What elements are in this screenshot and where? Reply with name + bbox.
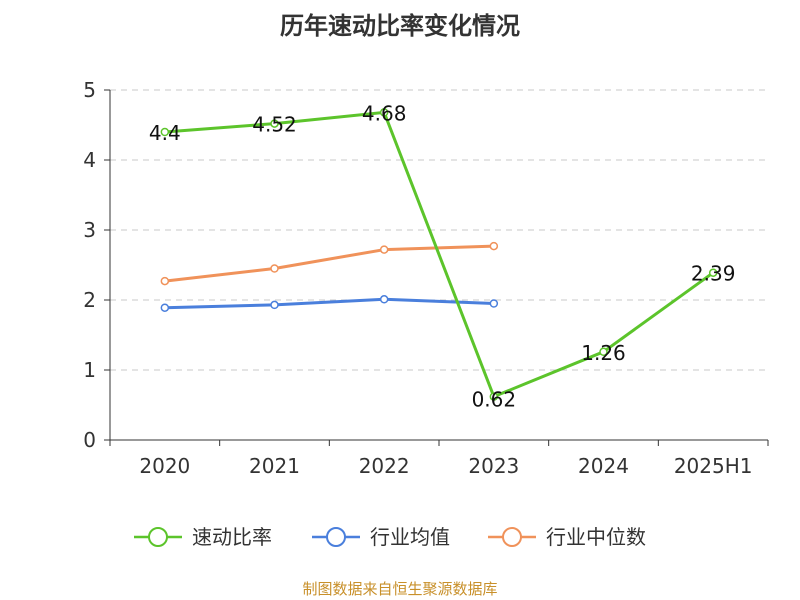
x-tick-label: 2023 bbox=[468, 454, 519, 478]
series-line bbox=[164, 110, 715, 399]
data-point bbox=[379, 245, 389, 254]
data-label: 4.4 bbox=[149, 121, 181, 145]
legend-label: 速动比率 bbox=[192, 525, 272, 549]
source-note: 制图数据来自恒生聚源数据库 bbox=[302, 580, 498, 598]
y-tick-label: 0 bbox=[83, 428, 96, 452]
y-tick-label: 5 bbox=[83, 78, 96, 102]
grid-layer bbox=[110, 89, 768, 371]
data-point bbox=[379, 295, 389, 304]
data-point bbox=[270, 119, 279, 128]
legend-marker bbox=[502, 527, 522, 547]
y-tick-label: 1 bbox=[83, 358, 96, 382]
data-point bbox=[599, 347, 608, 357]
x-tick-label: 2022 bbox=[359, 454, 410, 478]
data-label: 2.39 bbox=[691, 262, 736, 286]
legend-label: 行业中位数 bbox=[546, 525, 646, 549]
x-tick-label: 2021 bbox=[249, 454, 300, 478]
legend-label: 行业均值 bbox=[370, 525, 450, 549]
chart-title: 历年速动比率变化情况 bbox=[280, 12, 520, 40]
y-tick-label: 2 bbox=[83, 288, 96, 312]
series-layer bbox=[160, 108, 718, 401]
data-point bbox=[708, 268, 718, 277]
data-point bbox=[160, 127, 170, 137]
y-tick-label: 4 bbox=[83, 148, 96, 172]
series-line bbox=[164, 297, 494, 310]
data-point bbox=[489, 299, 499, 308]
data-point bbox=[270, 300, 279, 310]
data-label: 4.68 bbox=[362, 101, 407, 125]
data-point bbox=[270, 264, 279, 273]
legend-marker bbox=[326, 527, 346, 547]
data-point bbox=[489, 241, 499, 251]
label-layer: 4.4 4.52 4.68 0.62 1.26 2.39 bbox=[149, 101, 736, 411]
y-tick-label: 3 bbox=[83, 218, 96, 242]
data-label: 1.26 bbox=[581, 341, 626, 365]
data-point bbox=[489, 392, 499, 401]
x-tick-label: 2025H1 bbox=[674, 454, 753, 478]
x-tick-label: 2024 bbox=[578, 454, 629, 478]
series-line bbox=[164, 244, 494, 283]
data-label: 4.52 bbox=[252, 113, 297, 137]
legend: 速动比率 行业均值 行业中位数 bbox=[134, 525, 646, 549]
axis-layer: 0 1 2 3 4 5 2020 2021 2022 2023 2024 2025H1 bbox=[83, 78, 769, 478]
legend-marker bbox=[148, 527, 168, 547]
x-tick-label: 2020 bbox=[139, 454, 190, 478]
data-point bbox=[379, 108, 389, 117]
data-point bbox=[160, 276, 170, 286]
data-label: 0.62 bbox=[472, 388, 517, 412]
data-point bbox=[160, 303, 170, 312]
